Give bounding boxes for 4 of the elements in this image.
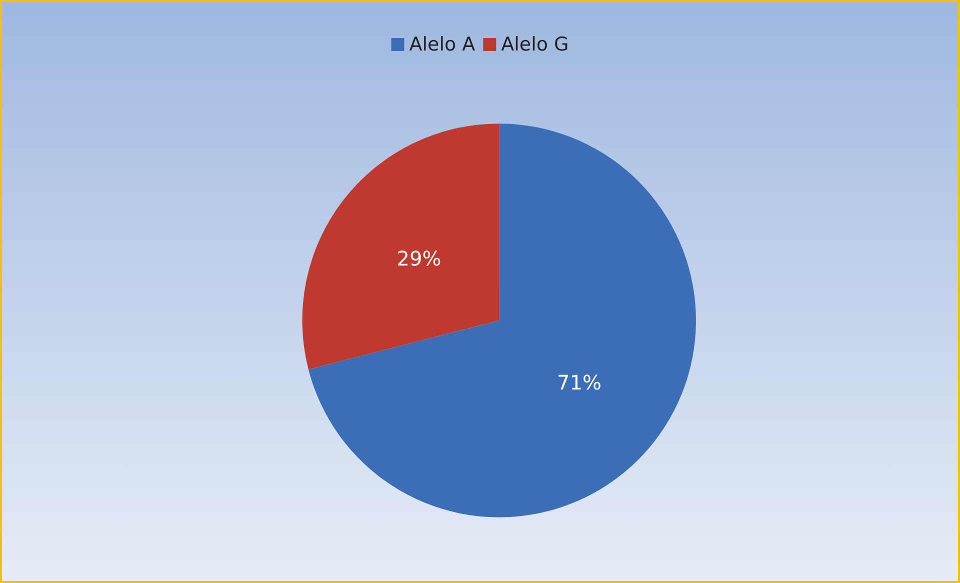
data-label: 71% bbox=[557, 370, 602, 395]
legend-label: Alelo G bbox=[501, 34, 569, 56]
legend-label: Alelo A bbox=[409, 34, 476, 56]
data-label: 29% bbox=[396, 246, 442, 270]
